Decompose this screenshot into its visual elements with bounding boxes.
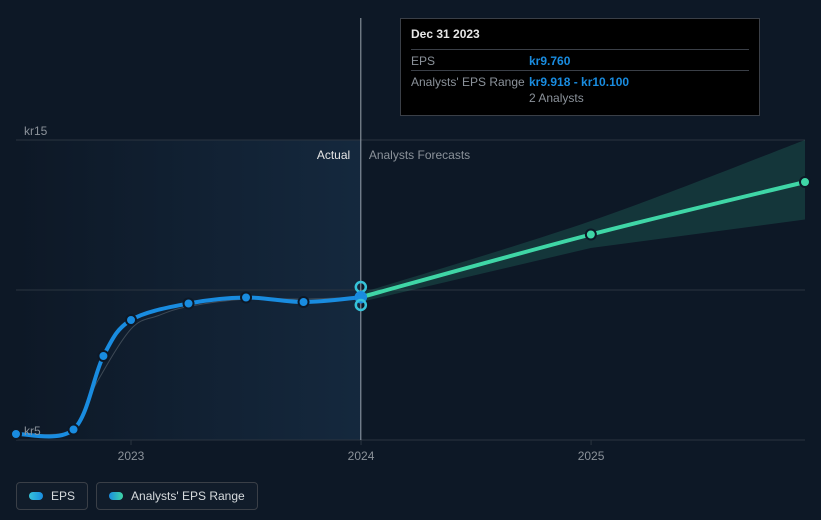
divider <box>411 70 749 71</box>
tooltip-date: Dec 31 2023 <box>411 27 749 47</box>
divider <box>411 49 749 50</box>
tooltip-value: kr9.918 - kr10.100 <box>529 75 629 89</box>
legend-label: Analysts' EPS Range <box>131 489 245 503</box>
chart-legend: EPS Analysts' EPS Range <box>16 482 258 510</box>
tooltip-sub: 2 Analysts <box>529 91 749 105</box>
tooltip-value: kr9.760 <box>529 54 570 68</box>
legend-item-eps[interactable]: EPS <box>16 482 88 510</box>
legend-item-range[interactable]: Analysts' EPS Range <box>96 482 258 510</box>
eps-chart: kr15 kr5 2023 2024 2025 Actual Analysts … <box>0 0 821 520</box>
tooltip-row-eps: EPS kr9.760 <box>411 54 749 68</box>
legend-swatch-icon <box>29 492 43 500</box>
legend-swatch-icon <box>109 492 123 500</box>
legend-label: EPS <box>51 489 75 503</box>
tooltip-row-range: Analysts' EPS Range kr9.918 - kr10.100 <box>411 75 749 89</box>
chart-tooltip: Dec 31 2023 EPS kr9.760 Analysts' EPS Ra… <box>400 18 760 116</box>
tooltip-label: EPS <box>411 54 529 68</box>
tooltip-label: Analysts' EPS Range <box>411 75 529 89</box>
